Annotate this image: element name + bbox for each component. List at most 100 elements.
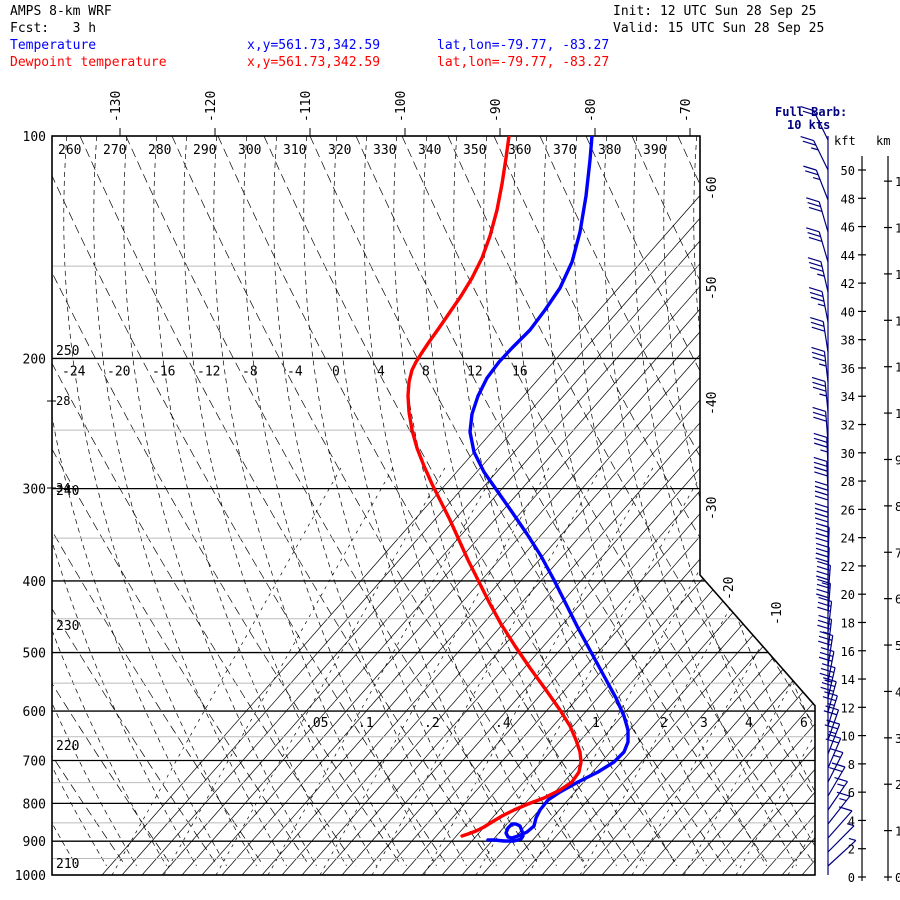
moist-adiabat — [52, 136, 219, 867]
wind-barb-full — [825, 738, 839, 744]
wind-barb-full — [810, 321, 825, 327]
wind-barb — [827, 766, 846, 797]
kft-tick-label: 6 — [848, 786, 855, 800]
theta-label-left: 230 — [56, 619, 79, 634]
wind-barb-full — [814, 471, 828, 477]
dry-adiabat — [243, 136, 437, 867]
isobars: 100 200 300 400 500 600 700 800 900 1000 — [15, 130, 815, 884]
wind-barb — [821, 291, 829, 323]
wind-barb-full — [823, 710, 838, 716]
moist-adiabat — [171, 136, 587, 867]
wind-barb-full — [816, 542, 830, 548]
wind-barb — [813, 110, 829, 141]
wind-barb-full — [810, 316, 824, 323]
top-isotherm-label: -80 — [584, 99, 599, 122]
wind-barb-full — [812, 381, 826, 387]
theta-label: 320 — [328, 143, 351, 158]
dry-adiabat — [93, 136, 287, 867]
mixing-ratio-label: 4 — [745, 716, 753, 731]
dry-adiabat — [213, 136, 407, 867]
forecast-hour: Fcst: 3 h — [10, 21, 97, 36]
isotherm-row-label: -12 — [197, 364, 220, 379]
isotherm-row-label: 12 — [467, 364, 483, 379]
wind-barb-full — [813, 456, 827, 462]
km-tick-label: 3. — [895, 732, 900, 746]
wind-barb-full — [805, 170, 819, 176]
wind-barb — [822, 321, 829, 353]
pressure-tick-label: 900 — [23, 835, 46, 850]
kft-tick-label: 8 — [848, 758, 855, 772]
wind-barb-full — [818, 614, 832, 621]
wind-barb-full — [817, 606, 831, 612]
km-tick-label: 1. — [895, 825, 900, 839]
mixing-ratio-line — [215, 465, 447, 875]
mixing-ratio-labels: .05 .1 .2 .4 1 2 3 4 6 — [305, 716, 808, 731]
dry-adiabat — [393, 136, 587, 867]
wind-barb-full — [818, 596, 832, 603]
wind-barb-full — [827, 733, 841, 739]
km-tick-label: 12. — [895, 314, 900, 328]
km-tick-label: 0. — [895, 871, 900, 885]
dry-adiabat — [633, 136, 815, 867]
theta-label: 280 — [148, 143, 171, 158]
km-tick-label: 2. — [895, 778, 900, 792]
dry-adiabat — [813, 136, 815, 867]
wind-barb-full — [816, 575, 830, 581]
km-axis-label: km — [876, 134, 890, 148]
pressure-tick-label: 800 — [23, 797, 46, 812]
kft-tick-label: 10 — [841, 730, 855, 744]
moist-adiabat — [309, 136, 725, 867]
wind-barb-full — [826, 719, 840, 725]
wind-barb-full — [816, 583, 831, 589]
wind-barb-full — [815, 537, 829, 543]
wind-barb — [818, 201, 829, 233]
wind-barb-full — [816, 565, 831, 571]
wind-barb-full — [817, 560, 831, 567]
kft-tick-label: 4 — [848, 814, 855, 828]
right-isotherm-label: -40 — [705, 392, 720, 415]
kft-tick-label: 12 — [841, 701, 855, 715]
km-tick-label: 9. — [895, 453, 900, 467]
wind-barb-full — [814, 490, 829, 496]
wind-barb — [827, 527, 830, 559]
theta-label-left: 240 — [56, 484, 79, 499]
wind-barb-half — [821, 582, 830, 586]
wind-barb-half — [828, 731, 837, 735]
wind-barb-full — [817, 578, 831, 585]
mixing-ratio-label: .2 — [424, 716, 440, 731]
mixing-ratio-label: .05 — [305, 716, 328, 731]
wind-barb-full — [803, 165, 817, 171]
wind-barb-full — [807, 202, 821, 208]
wind-barb — [827, 601, 833, 633]
dry-adiabat — [0, 136, 17, 866]
moist-adiabat — [52, 136, 265, 867]
kft-tick-label: 24 — [841, 532, 855, 546]
wind-barb-full — [806, 227, 820, 233]
pressure-tick-label: 200 — [23, 352, 46, 367]
wind-barb — [827, 840, 857, 867]
kft-tick-label: 30 — [841, 447, 855, 461]
theta-labels-left: 250 240 230 220 210 28 34 — [47, 344, 79, 872]
wind-barb-half — [824, 679, 832, 683]
wind-barb-half — [839, 798, 847, 802]
wind-barb-half — [812, 177, 821, 181]
theta-label: 340 — [418, 143, 441, 158]
dry-adiabat — [123, 136, 317, 867]
wind-barb-full — [815, 532, 829, 538]
wind-barb-full — [814, 480, 829, 486]
theta-label: 390 — [643, 143, 666, 158]
wind-barb-full — [812, 356, 826, 362]
isotherm — [581, 136, 815, 875]
wind-barb-full — [821, 681, 836, 688]
theta-label: 270 — [103, 143, 126, 158]
mixing-ratio-line — [787, 465, 815, 875]
dry-adiabat — [723, 136, 815, 867]
wind-barb-full — [838, 806, 853, 812]
init-time: Init: 12 UTC Sun 28 Sep 25 — [613, 4, 817, 19]
isotherm — [221, 136, 815, 875]
kft-tick-label: 36 — [841, 362, 855, 376]
theta-label-left-extra: 28 — [56, 394, 70, 408]
wind-barb-full — [814, 466, 828, 472]
wind-barb-full — [824, 724, 838, 730]
km-tick-label: 13. — [895, 268, 900, 282]
